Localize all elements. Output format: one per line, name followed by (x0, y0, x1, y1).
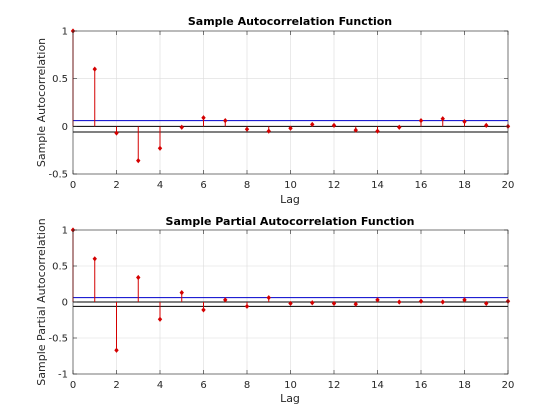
acf-stem-marker (353, 127, 358, 133)
pacf-stem-marker (462, 297, 467, 303)
pacf-x-tick-label: 4 (157, 380, 163, 391)
acf-stem-marker (244, 126, 250, 132)
acf-y-ticks: -0.5 0 0.5 1 (48, 27, 508, 181)
acf-stem-marker (462, 118, 467, 125)
acf-title: Sample Autocorrelation Function (188, 15, 392, 28)
pacf-stem-marker (266, 295, 271, 301)
acf-x-tick-label: 20 (502, 180, 515, 191)
acf-x-tick-label: 8 (244, 180, 250, 191)
acf-stem-marker (310, 121, 315, 128)
acf-x-tick-label: 18 (458, 180, 471, 191)
acf-stem-marker (114, 130, 119, 136)
acf-x-axis-label: Lag (280, 193, 300, 206)
acf-x-tick-label: 14 (371, 180, 384, 191)
acf-x-tick-label: 12 (328, 180, 341, 191)
acf-stem-marker (397, 124, 402, 130)
acf-stem-marker (201, 115, 206, 121)
pacf-stem-marker (375, 297, 380, 303)
pacf-stem-marker (92, 256, 97, 262)
pacf-stem-marker (157, 316, 163, 322)
acf-x-tick-label: 4 (157, 180, 163, 191)
pacf-stem-marker (418, 298, 424, 304)
acf-y-tick-label: 1 (62, 27, 68, 38)
acf-x-tick-label: 10 (284, 180, 297, 191)
acf-stem-marker (179, 124, 184, 130)
acf-stem-marker (266, 128, 271, 134)
pacf-stem-marker (484, 300, 489, 307)
pacf-y-tick-label: 1 (62, 226, 68, 237)
acf-stem-marker (375, 128, 380, 134)
pacf-stem-marker (288, 300, 293, 307)
pacf-stem-marker (440, 299, 445, 305)
acf-y-tick-label: 0.5 (52, 74, 68, 85)
pacf-x-tick-label: 16 (415, 380, 428, 391)
acf-stem-marker (92, 66, 97, 72)
pacf-y-tick-label: 0.5 (52, 262, 68, 273)
acf-stem-marker (484, 122, 489, 128)
pacf-y-tick-label: 0 (62, 298, 68, 309)
acf-stem-marker (157, 145, 163, 151)
pacf-x-tick-label: 14 (371, 380, 384, 391)
pacf-x-axis-label: Lag (280, 392, 300, 405)
pacf-x-tick-label: 10 (284, 380, 297, 391)
acf-x-tick-label: 0 (70, 180, 76, 191)
acf-stem-marker (331, 122, 337, 128)
pacf-x-tick-label: 0 (70, 380, 76, 391)
pacf-x-tick-label: 20 (502, 380, 515, 391)
pacf-x-tick-label: 8 (244, 380, 250, 391)
acf-stem-marker (288, 125, 293, 131)
acf-y-tick-label: 0 (62, 122, 68, 133)
pacf-y-tick-label: -1 (58, 370, 68, 381)
pacf-x-tick-label: 12 (328, 380, 341, 391)
acf-stem-marker (440, 116, 445, 122)
pacf-x-tick-label: 6 (200, 380, 206, 391)
pacf-x-tick-label: 2 (113, 380, 119, 391)
pacf-panel: Sample Partial Autocorrelation Function … (35, 215, 514, 405)
acf-stem-marker (136, 158, 141, 164)
acf-x-tick-label: 2 (113, 180, 119, 191)
acf-x-ticks: 0 2 4 6 8 10 12 14 16 18 20 (70, 31, 515, 191)
pacf-stem-marker (223, 297, 228, 303)
pacf-y-ticks: -1 -0.5 0 0.5 1 (48, 226, 508, 381)
pacf-x-ticks: 0 2 4 6 8 10 12 14 16 18 20 (70, 230, 515, 391)
pacf-stem-marker (353, 301, 358, 307)
acf-x-tick-label: 6 (200, 180, 206, 191)
pacf-title: Sample Partial Autocorrelation Function (166, 215, 415, 228)
pacf-y-axis-label: Sample Partial Autocorrelation (35, 218, 48, 385)
pacf-stem-marker (114, 347, 119, 353)
pacf-y-tick-label: -0.5 (48, 334, 68, 345)
acf-stem-marker (223, 118, 228, 124)
acf-y-axis-label: Sample Autocorrelation (35, 38, 48, 167)
acf-panel: Sample Autocorrelation Function 0 2 4 6 8 10 1… (35, 15, 514, 206)
pacf-x-tick-label: 18 (458, 380, 471, 391)
pacf-stem-marker (244, 303, 250, 309)
acf-stem-marker (418, 118, 424, 124)
pacf-stem-marker (331, 300, 337, 307)
pacf-stem-marker (201, 307, 206, 313)
acf-x-tick-label: 16 (415, 180, 428, 191)
pacf-stem-marker (310, 300, 315, 306)
pacf-stem-marker (397, 299, 402, 305)
acf-y-tick-label: -0.5 (48, 170, 68, 181)
pacf-stem-marker (179, 290, 184, 296)
pacf-stem-marker (136, 274, 141, 281)
